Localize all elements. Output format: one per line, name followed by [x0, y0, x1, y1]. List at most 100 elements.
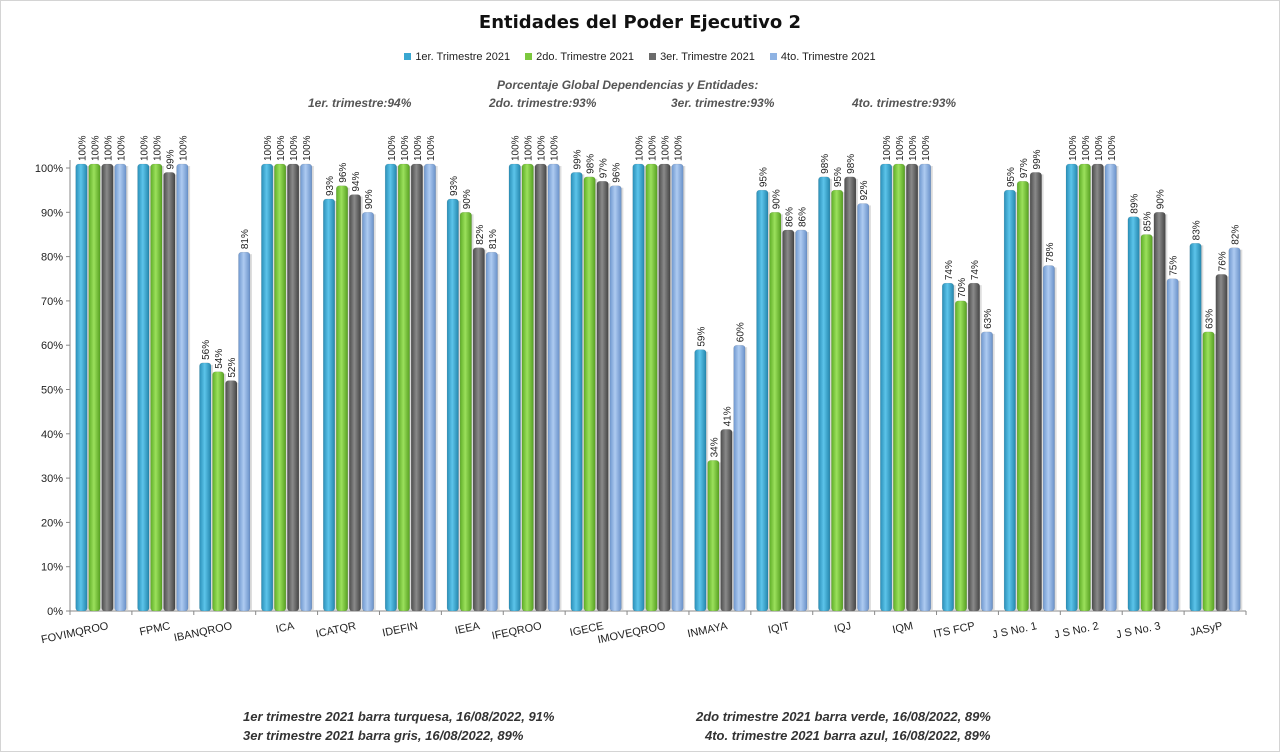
data-label: 100%	[276, 135, 287, 161]
legend-label: 1er. Trimestre 2021	[415, 51, 511, 63]
data-label: 75%	[1169, 256, 1180, 276]
data-label: 100%	[263, 135, 274, 161]
data-label: 54%	[214, 349, 225, 369]
bar	[225, 380, 238, 612]
bar	[1215, 274, 1228, 612]
bar	[508, 163, 521, 612]
bar	[199, 362, 212, 612]
global-percent-heading: Porcentaje Global Dependencias y Entidad…	[497, 78, 759, 92]
footer-note-q1: 1er trimestre 2021 barra turquesa, 16/08…	[243, 709, 555, 724]
data-label: 85%	[1143, 211, 1154, 231]
data-label: 95%	[758, 167, 769, 187]
bar	[163, 172, 176, 612]
data-label: 81%	[240, 229, 251, 249]
data-label: 100%	[1068, 135, 1079, 161]
data-label: 34%	[709, 437, 720, 457]
data-label: 100%	[289, 135, 300, 161]
data-label: 74%	[944, 260, 955, 280]
bar	[720, 429, 733, 612]
data-label: 99%	[1032, 149, 1043, 169]
data-label: 100%	[139, 135, 150, 161]
bar	[1228, 247, 1241, 612]
bar	[1016, 181, 1029, 612]
bar	[137, 163, 150, 612]
bar	[570, 172, 583, 612]
x-tick-label: J S No. 1	[991, 620, 1038, 641]
bar	[818, 176, 831, 612]
bar	[397, 163, 410, 612]
bar	[694, 349, 707, 612]
bar	[844, 176, 857, 612]
bar	[1104, 163, 1117, 612]
bar	[967, 282, 980, 612]
bar	[733, 344, 746, 612]
data-label: 100%	[674, 135, 685, 161]
data-label: 60%	[735, 322, 746, 342]
bar	[831, 189, 844, 612]
data-label: 100%	[302, 135, 313, 161]
legend-swatch	[525, 52, 533, 60]
bar	[423, 163, 436, 612]
data-label: 98%	[846, 154, 857, 174]
x-tick-label: ITS FCP	[932, 620, 976, 641]
data-label: 86%	[784, 207, 795, 227]
x-tick-label: IMOVEQROO	[597, 620, 667, 646]
bar	[658, 163, 671, 612]
bar	[1140, 234, 1153, 612]
bar	[150, 163, 163, 612]
data-label: 99%	[165, 149, 176, 169]
data-label: 98%	[820, 154, 831, 174]
data-label: 93%	[449, 176, 460, 196]
x-tick-label: IEEA	[454, 620, 482, 637]
bar	[410, 163, 423, 612]
bar	[1029, 172, 1042, 612]
data-label: 100%	[635, 135, 646, 161]
bar	[769, 212, 782, 612]
data-label: 100%	[882, 135, 893, 161]
bar	[300, 163, 313, 612]
bar	[101, 163, 114, 612]
data-label: 82%	[1231, 225, 1242, 245]
chart-title: Entidades del Poder Ejecutivo 2	[478, 12, 802, 33]
data-label: 70%	[957, 278, 968, 298]
bar	[261, 163, 274, 612]
bar	[114, 163, 127, 612]
legend-item-4: 4to. Trimestre 2021	[769, 51, 876, 63]
y-tick-label: 80%	[41, 252, 63, 264]
bar	[287, 163, 300, 612]
bar	[782, 229, 795, 612]
y-tick-label: 20%	[41, 517, 63, 529]
data-label: 100%	[77, 135, 88, 161]
bar	[583, 176, 596, 612]
x-tick-label: J S No. 2	[1053, 620, 1100, 641]
y-tick-label: 40%	[41, 429, 63, 441]
bar	[176, 163, 189, 612]
bar	[362, 212, 375, 612]
legend-label: 4to. Trimestre 2021	[780, 51, 876, 63]
x-tick-label: IQJ	[833, 620, 852, 635]
data-label: 95%	[1006, 167, 1017, 187]
bar	[795, 229, 808, 612]
bar	[349, 194, 362, 612]
x-tick-label: IDEFIN	[381, 620, 419, 639]
data-label: 100%	[387, 135, 398, 161]
legend-swatch	[769, 52, 777, 60]
data-label: 100%	[178, 135, 189, 161]
bar	[919, 163, 932, 612]
footer-note-q2: 2do trimestre 2021 barra verde, 16/08/20…	[696, 709, 991, 724]
bar	[459, 212, 472, 612]
data-label: 100%	[152, 135, 163, 161]
legend-item-3: 3er. Trimestre 2021	[649, 51, 755, 63]
data-label: 74%	[970, 260, 981, 280]
data-label: 100%	[511, 135, 522, 161]
data-label: 100%	[116, 135, 127, 161]
data-label: 100%	[908, 135, 919, 161]
footer-note-q4: 4to. trimestre 2021 barra azul, 16/08/20…	[705, 728, 991, 743]
data-label: 100%	[426, 135, 437, 161]
data-label: 63%	[983, 309, 994, 329]
bar	[1091, 163, 1104, 612]
data-label: 78%	[1045, 242, 1056, 262]
bar	[707, 460, 720, 612]
bar	[1078, 163, 1091, 612]
data-label: 52%	[227, 358, 238, 378]
